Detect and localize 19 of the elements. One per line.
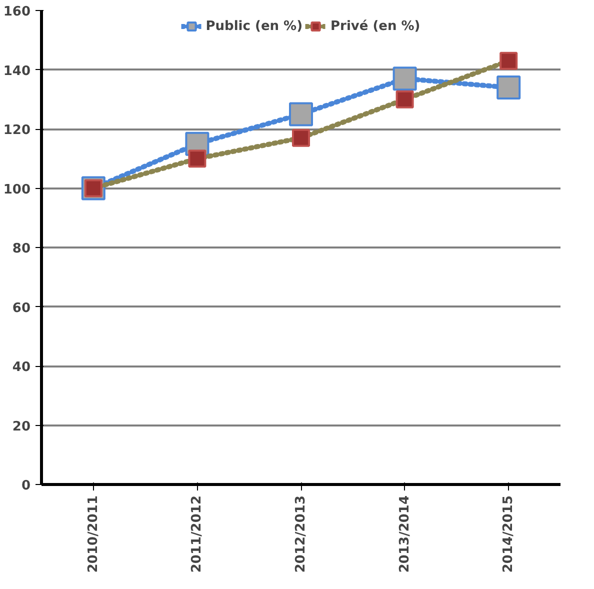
x-tick-label: 2010/2011 xyxy=(86,495,101,573)
point xyxy=(392,66,417,91)
legend-label: Privé (en %) xyxy=(330,18,420,34)
y-tick-label: 80 xyxy=(12,242,31,256)
y-tick-label: 100 xyxy=(3,182,31,198)
x-tick-label: 2012/2013 xyxy=(294,495,308,573)
y-tick-label: 140 xyxy=(3,64,31,79)
y-tick-label: 0 xyxy=(21,478,30,494)
y-tick-label: 20 xyxy=(12,419,31,434)
legend-label: Public (en %) xyxy=(206,18,303,34)
x-tick-label: 2014/2015 xyxy=(501,495,516,573)
y-tick-label: 160 xyxy=(3,4,31,20)
y-tick-label: 40 xyxy=(12,360,31,375)
point xyxy=(289,102,313,126)
point xyxy=(496,76,521,100)
y-tick-label: 60 xyxy=(12,300,31,316)
y-tick-label: 120 xyxy=(3,123,31,138)
x-tick-label: 2011/2012 xyxy=(190,495,205,573)
x-tick-label: 2013/2014 xyxy=(397,495,412,573)
